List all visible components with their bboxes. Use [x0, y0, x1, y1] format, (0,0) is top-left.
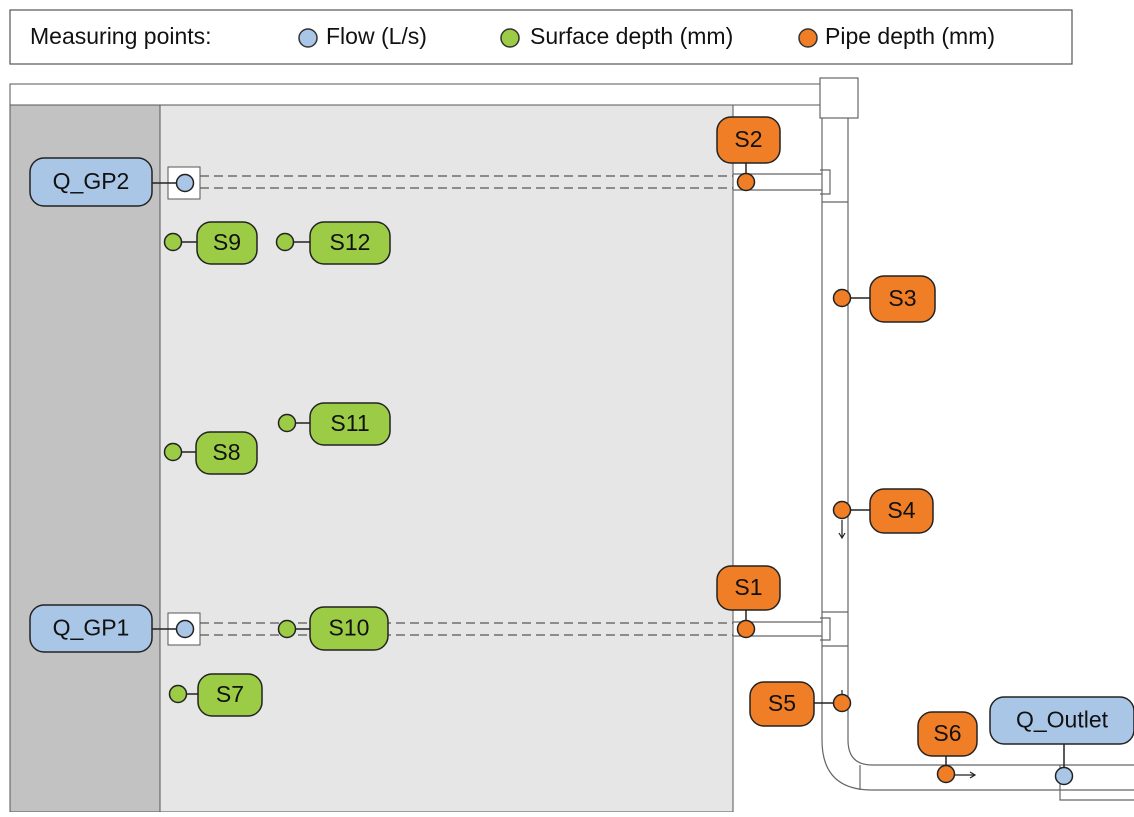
- label-box: [716, 116, 781, 164]
- pipe-outer: [821, 118, 1134, 791]
- legend-pipe-dot: [798, 28, 818, 48]
- pipes: [733, 77, 1134, 801]
- label-box: [716, 565, 781, 611]
- point: [277, 413, 297, 433]
- point: [277, 619, 297, 639]
- legend-title: Measuring points:: [30, 23, 212, 49]
- label-box: [29, 604, 153, 653]
- label-box: [195, 431, 258, 475]
- label: Q_GP2: [53, 168, 130, 194]
- label: Q_GP1: [53, 615, 130, 641]
- point: [1054, 766, 1074, 786]
- legend-pipe: Pipe depth (mm): [825, 23, 995, 49]
- nodes: Q_GP2 Q_GP1 Q_Outlet S9 S12 S8 S11 S10 S7 S2 S3 S4 S…: [29, 116, 1134, 786]
- point: [832, 693, 852, 713]
- label: S11: [330, 410, 369, 436]
- label: S6: [933, 720, 961, 746]
- label-box: [309, 402, 391, 446]
- point: [736, 619, 756, 639]
- pipe-inner: [847, 118, 1134, 766]
- point: [832, 500, 852, 520]
- dark-zone: [9, 104, 161, 813]
- point: [175, 619, 195, 639]
- label: S1: [734, 574, 762, 600]
- label: S9: [213, 229, 241, 255]
- label-box: [869, 488, 934, 534]
- label: S10: [329, 615, 370, 641]
- point: [175, 173, 195, 193]
- manhole: [819, 77, 859, 119]
- label-box: [309, 606, 389, 651]
- label: S8: [212, 439, 240, 465]
- label: S2: [734, 126, 762, 152]
- legend-box: [9, 9, 1073, 65]
- point: [168, 684, 188, 704]
- point: [275, 232, 295, 252]
- label-box: [309, 221, 391, 265]
- label: S3: [888, 285, 916, 311]
- label-box: [917, 711, 978, 757]
- legend-flow-dot: [298, 28, 318, 48]
- arrow: [955, 771, 977, 779]
- legend-surface: Surface depth (mm): [530, 23, 733, 49]
- point: [163, 442, 183, 462]
- point: [832, 288, 852, 308]
- label: S4: [887, 497, 915, 523]
- point: [163, 232, 183, 252]
- label: Q_Outlet: [1016, 707, 1109, 733]
- point: [736, 172, 756, 192]
- label-box: [749, 681, 815, 727]
- label: S12: [330, 229, 371, 255]
- legend-flow: Flow (L/s): [326, 23, 427, 49]
- label-box: [29, 157, 153, 207]
- label-box: [197, 673, 263, 717]
- arrow: [838, 520, 846, 540]
- label-box: [869, 275, 936, 323]
- top-strip: [9, 83, 821, 106]
- point: [936, 764, 956, 784]
- label: S7: [216, 681, 244, 707]
- label-box: [989, 696, 1134, 745]
- label-box: [196, 221, 258, 265]
- legend-surface-dot: [500, 28, 520, 48]
- label: S5: [768, 690, 796, 716]
